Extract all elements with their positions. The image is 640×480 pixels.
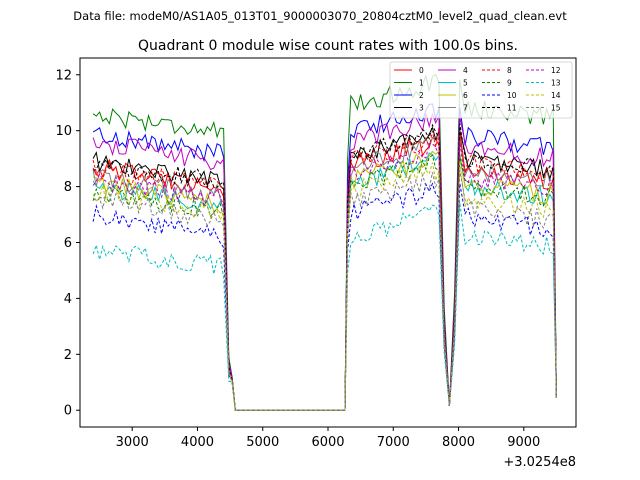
legend-frame [389, 61, 573, 119]
series-line-8 [92, 127, 557, 411]
y-tick-label: 2 [64, 348, 72, 363]
y-tick-label: 12 [55, 68, 72, 83]
legend-label-10: 10 [507, 91, 517, 100]
series-line-13 [92, 202, 557, 411]
legend-label-1: 1 [419, 79, 424, 88]
x-tick-label: 3000 [116, 435, 149, 450]
legend-label-14: 14 [551, 91, 561, 100]
legend-label-13: 13 [551, 79, 561, 88]
legend-label-0: 0 [419, 66, 424, 75]
x-tick-label: 8000 [442, 435, 475, 450]
legend-label-12: 12 [551, 66, 561, 75]
x-tick-label: 7000 [377, 435, 410, 450]
legend-label-11: 11 [507, 104, 517, 113]
series-line-6 [92, 149, 557, 411]
legend-label-5: 5 [463, 79, 468, 88]
x-tick-label: 9000 [507, 435, 540, 450]
x-tick-label: 6000 [311, 435, 344, 450]
chart-title: Quadrant 0 module wise count rates with … [138, 38, 518, 54]
series-line-12 [92, 142, 557, 411]
y-tick-label: 4 [64, 292, 72, 307]
legend-label-2: 2 [419, 91, 424, 100]
series-line-9 [92, 154, 557, 411]
legend-label-4: 4 [463, 66, 468, 75]
y-tick-label: 8 [64, 180, 72, 195]
x-tick-label: 5000 [246, 435, 279, 450]
legend-label-3: 3 [419, 104, 424, 113]
series-line-3 [92, 126, 557, 411]
series-line-11 [93, 123, 557, 411]
series-line-4 [92, 112, 557, 411]
y-tick-label: 6 [64, 236, 72, 251]
legend-label-15: 15 [551, 104, 561, 113]
x-tick-label: 4000 [181, 435, 214, 450]
series-line-2 [92, 103, 557, 411]
series-line-14 [92, 160, 557, 411]
series-line-7 [92, 134, 557, 411]
y-tick-label: 10 [55, 124, 72, 139]
x-axis: 3000 4000 5000 6000 7000 8000 9000 [116, 427, 540, 450]
y-axis: 0 2 4 6 8 10 12 [55, 68, 80, 419]
x-axis-offset-label: +3.0254e8 [503, 455, 576, 470]
legend-label-8: 8 [507, 66, 512, 75]
series-line-10 [92, 182, 557, 411]
figure-suptitle: Data file: modeM0/AS1A05_013T01_90000030… [73, 9, 567, 23]
y-tick-label: 0 [64, 404, 72, 419]
legend-label-7: 7 [463, 104, 468, 113]
legend-label-9: 9 [507, 79, 512, 88]
plot-series-group [92, 73, 557, 411]
legend-label-6: 6 [463, 91, 468, 100]
